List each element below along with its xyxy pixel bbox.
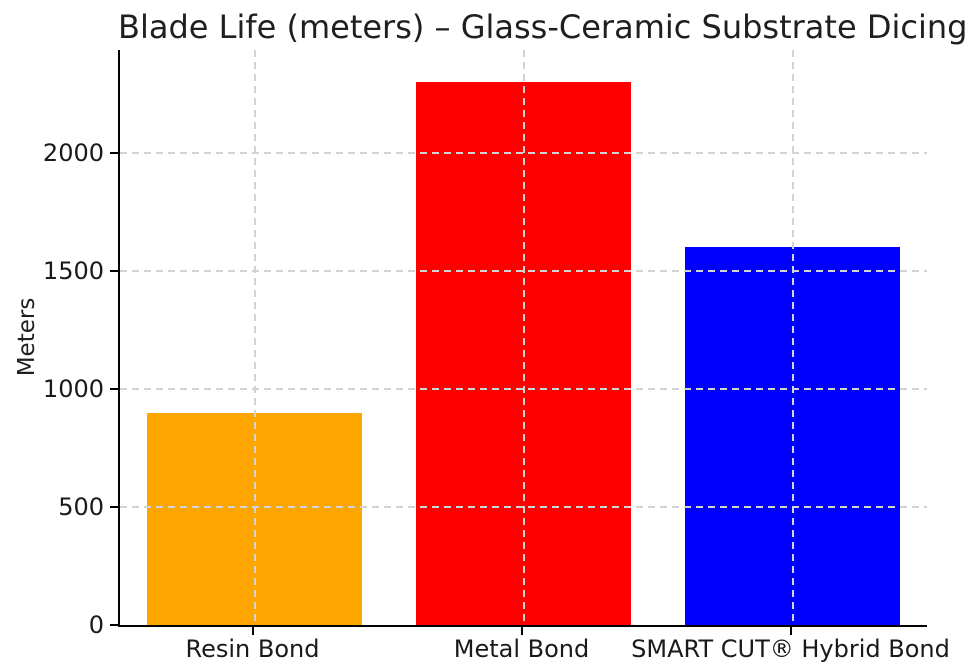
y-tick-label: 1000 — [42, 374, 104, 403]
bar-metal-bond — [416, 82, 631, 625]
y-tick-mark — [110, 387, 118, 390]
y-axis-label: Meters — [14, 297, 40, 377]
x-tick-label: SMART CUT® Hybrid Bond — [631, 635, 950, 663]
y-tick-mark — [110, 505, 118, 508]
chart-title: Blade Life (meters) – Glass-Ceramic Subs… — [118, 8, 968, 46]
y-tick-mark — [110, 269, 118, 272]
y-tick-label: 2000 — [42, 138, 104, 167]
y-tick-label: 0 — [88, 611, 104, 639]
x-tick-label: Resin Bond — [185, 635, 320, 663]
y-tick-label: 500 — [58, 492, 104, 521]
x-tick-mark — [251, 627, 254, 635]
x-tick-mark — [520, 627, 523, 635]
x-tick-label: Metal Bond — [453, 635, 590, 663]
y-tick-label: 1500 — [42, 256, 104, 285]
bars-layer — [120, 50, 927, 625]
plot-area — [118, 50, 927, 627]
y-tick-mark — [110, 624, 118, 626]
bar-smart-cut-hybrid-bond — [685, 247, 900, 625]
x-tick-mark — [789, 627, 792, 635]
bar-resin-bond — [147, 413, 362, 625]
y-tick-mark — [110, 151, 118, 154]
